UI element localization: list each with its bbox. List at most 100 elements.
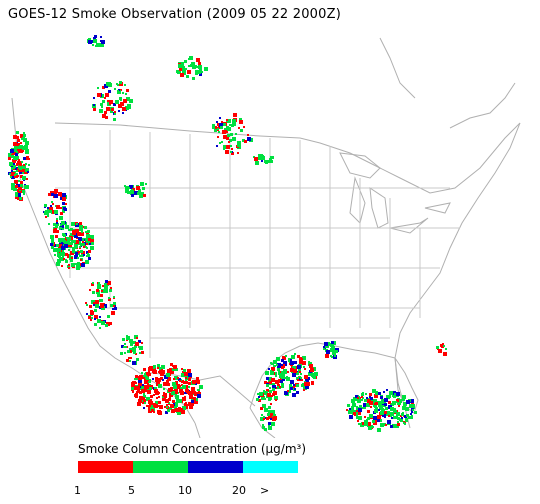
smoke-pixel — [138, 340, 141, 343]
smoke-pixel — [269, 390, 272, 393]
smoke-pixel — [171, 391, 175, 395]
legend-bin-1 — [78, 461, 133, 473]
smoke-pixel — [101, 290, 103, 292]
smoke-pixel — [144, 385, 147, 388]
smoke-pixel — [325, 354, 329, 358]
smoke-pixel — [325, 345, 328, 348]
smoke-pixel — [138, 189, 141, 192]
smoke-pixel — [17, 193, 21, 197]
smoke-pixel — [374, 405, 377, 408]
smoke-pixel — [16, 131, 19, 134]
smoke-pixel — [143, 377, 145, 379]
smoke-pixel — [108, 83, 112, 87]
smoke-pixel — [172, 382, 176, 386]
smoke-pixel — [169, 407, 172, 410]
smoke-pixel — [19, 197, 22, 200]
smoke-pixel — [189, 56, 193, 60]
smoke-pixel — [186, 407, 188, 409]
smoke-pixel — [75, 263, 77, 265]
smoke-pixel — [141, 372, 143, 374]
smoke-pixel — [113, 302, 116, 305]
smoke-pixel — [66, 241, 70, 245]
smoke-pixel — [217, 128, 219, 130]
smoke-pixel — [87, 240, 90, 243]
smoke-pixel — [174, 390, 178, 394]
smoke-pixel — [116, 83, 118, 85]
smoke-pixel — [107, 281, 111, 285]
smoke-pixel — [77, 257, 79, 259]
smoke-pixel — [237, 152, 239, 154]
smoke-pixel — [11, 170, 13, 172]
smoke-pixel — [279, 386, 281, 388]
smoke-pixel — [254, 157, 258, 161]
smoke-pixel — [108, 297, 110, 299]
smoke-pixel — [198, 65, 202, 69]
smoke-pixel — [230, 145, 232, 147]
smoke-pixel — [138, 376, 142, 380]
smoke-pixel — [27, 156, 29, 158]
smoke-pixel — [411, 411, 413, 413]
smoke-pixel — [53, 223, 56, 226]
smoke-pixel — [308, 361, 310, 363]
smoke-pixel — [314, 372, 318, 376]
smoke-pixel — [102, 285, 104, 287]
smoke-pixel — [91, 242, 94, 245]
smoke-pixel — [18, 159, 20, 161]
smoke-pixel — [212, 126, 215, 129]
smoke-pixel — [143, 397, 145, 399]
us-canada-border — [54, 122, 521, 194]
smoke-pixel — [264, 381, 267, 384]
smoke-pixel — [110, 110, 113, 113]
smoke-pixel — [23, 193, 25, 195]
smoke-pixel — [196, 377, 199, 380]
smoke-pixel — [168, 398, 171, 401]
smoke-pixel — [334, 355, 336, 357]
smoke-pixel — [179, 68, 182, 71]
smoke-pixel — [15, 192, 18, 195]
smoke-pixel — [192, 380, 196, 384]
smoke-pixel — [397, 421, 399, 423]
smoke-pixel — [261, 396, 265, 400]
smoke-pixel — [22, 169, 25, 172]
smoke-pixel — [104, 97, 106, 99]
smoke-pixel — [155, 391, 159, 395]
smoke-pixel — [113, 118, 116, 121]
smoke-pixel — [143, 407, 145, 409]
smoke-pixel — [163, 388, 165, 390]
smoke-pixel — [287, 371, 289, 373]
smoke-pixel — [82, 241, 84, 243]
smoke-pixel — [271, 367, 275, 371]
smoke-pixel — [167, 409, 170, 412]
smoke-pixel — [304, 375, 308, 379]
smoke-pixel — [25, 150, 29, 154]
smoke-pixel — [168, 388, 172, 392]
smoke-pixel — [19, 166, 23, 170]
smoke-pixel — [158, 401, 161, 404]
smoke-pixel — [47, 215, 49, 217]
smoke-pixel — [51, 193, 54, 196]
smoke-pixel — [90, 246, 94, 250]
smoke-pixel — [156, 397, 158, 399]
smoke-pixel — [175, 368, 178, 371]
smoke-pixel — [267, 413, 270, 416]
smoke-pixel — [56, 205, 60, 209]
smoke-pixel — [138, 383, 140, 385]
legend-bin-4 — [243, 461, 298, 473]
smoke-pixel — [97, 87, 99, 89]
smoke-pixel — [392, 424, 396, 428]
smoke-pixel — [162, 397, 166, 401]
smoke-pixel — [290, 361, 294, 365]
smoke-pixel — [100, 36, 102, 38]
smoke-pixel — [266, 384, 269, 387]
smoke-pixel — [368, 426, 372, 430]
smoke-pixel — [85, 302, 87, 304]
smoke-pixel — [235, 133, 237, 135]
smoke-pixel — [184, 60, 187, 63]
smoke-pixel — [162, 379, 164, 381]
smoke-pixel — [14, 174, 16, 176]
smoke-pixel — [191, 400, 194, 403]
smoke-pixel — [88, 40, 92, 44]
smoke-pixel — [93, 39, 97, 43]
smoke-pixel — [188, 65, 190, 67]
smoke-pixel — [401, 417, 403, 419]
